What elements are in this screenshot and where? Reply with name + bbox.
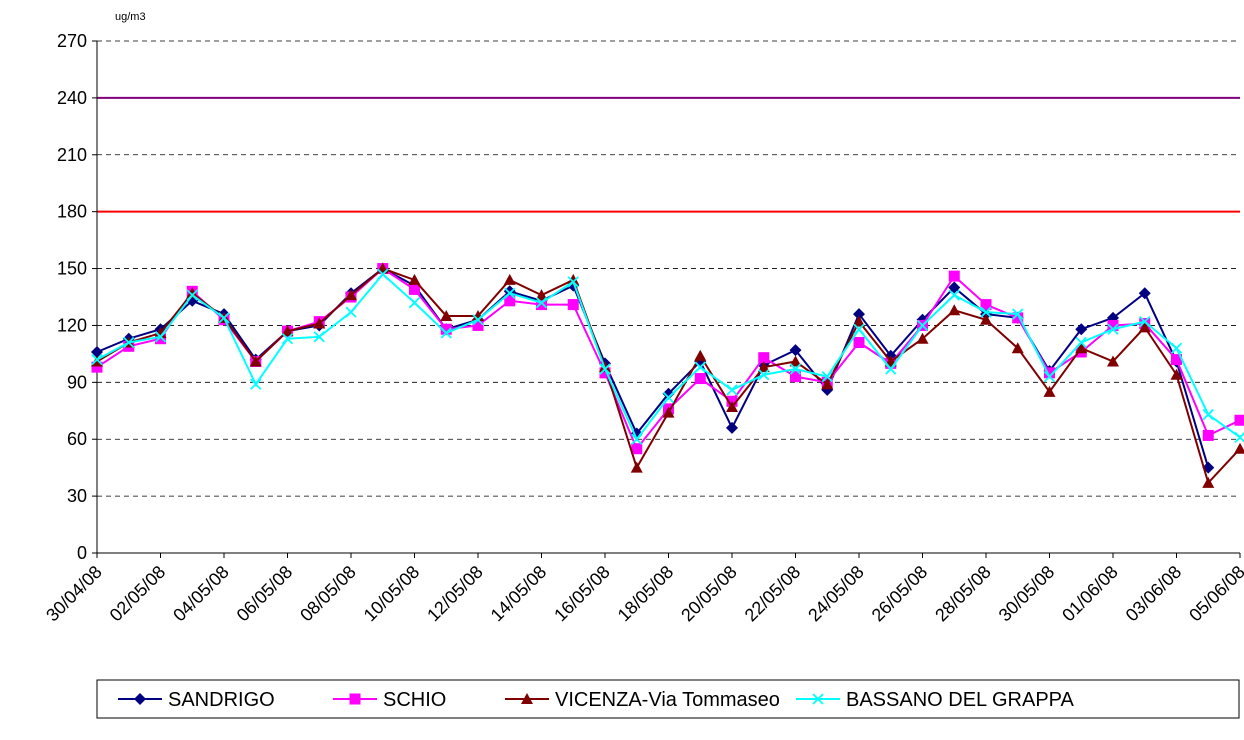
marker xyxy=(727,385,737,395)
y-tick-label: 0 xyxy=(77,543,87,563)
y-tick-label: 180 xyxy=(57,202,87,222)
x-tick-label: 10/05/08 xyxy=(360,562,424,626)
x-tick-label: 22/05/08 xyxy=(741,562,805,626)
y-tick-label: 240 xyxy=(57,88,87,108)
marker xyxy=(350,694,361,705)
marker xyxy=(346,307,356,317)
legend-label: VICENZA-Via Tommaseo xyxy=(555,689,780,711)
x-tick-label: 18/05/08 xyxy=(614,562,678,626)
legend: SANDRIGO SCHIO VICENZA-Via Tommaseo BASSANO… xyxy=(97,680,1239,718)
x-tick-label: 05/06/08 xyxy=(1185,562,1244,626)
marker xyxy=(1235,415,1244,426)
x-tick-label: 03/06/08 xyxy=(1122,562,1186,626)
y-tick-label: 120 xyxy=(57,315,87,335)
marker xyxy=(631,462,643,473)
legend-label: SCHIO xyxy=(383,689,446,711)
series-line xyxy=(97,269,1240,449)
marker xyxy=(1203,430,1214,441)
x-tick-label: 06/05/08 xyxy=(233,562,297,626)
x-tick-label: 30/05/08 xyxy=(995,562,1059,626)
y-tick-label: 270 xyxy=(57,31,87,51)
x-tick-label: 01/06/08 xyxy=(1058,562,1122,626)
marker xyxy=(568,299,579,310)
x-tick-label: 26/05/08 xyxy=(868,562,932,626)
x-tick-label: 30/04/08 xyxy=(42,562,106,626)
marker xyxy=(1172,343,1182,353)
y-tick-label: 90 xyxy=(67,372,87,392)
x-tick-label: 04/05/08 xyxy=(169,562,233,626)
x-tick-label: 12/05/08 xyxy=(423,562,487,626)
x-tick-label: 20/05/08 xyxy=(677,562,741,626)
marker xyxy=(410,298,420,308)
x-tick-label: 28/05/08 xyxy=(931,562,995,626)
legend-label: BASSANO DEL GRAPPA xyxy=(846,689,1075,711)
x-tick-label: 02/05/08 xyxy=(106,562,170,626)
x-tick-label: 24/05/08 xyxy=(804,562,868,626)
marker xyxy=(726,422,738,434)
marker xyxy=(854,337,865,348)
marker xyxy=(948,304,960,315)
legend-label: SANDRIGO xyxy=(168,689,275,711)
x-tick-label: 08/05/08 xyxy=(296,562,360,626)
unit-label: ug/m3 xyxy=(115,11,146,23)
marker xyxy=(1234,443,1244,454)
x-tick-label: 16/05/08 xyxy=(550,562,614,626)
y-tick-label: 60 xyxy=(67,429,87,449)
series-line xyxy=(97,269,1240,483)
marker xyxy=(504,274,516,285)
y-tick-label: 150 xyxy=(57,259,87,279)
marker xyxy=(949,271,960,282)
y-tick-label: 30 xyxy=(67,486,87,506)
marker xyxy=(1235,432,1244,442)
series-line xyxy=(97,269,1208,468)
marker xyxy=(694,350,706,361)
y-tick-label: 210 xyxy=(57,145,87,165)
marker xyxy=(251,379,261,389)
x-tick-label: 14/05/08 xyxy=(487,562,551,626)
marker xyxy=(1203,410,1213,420)
marker xyxy=(695,373,706,384)
